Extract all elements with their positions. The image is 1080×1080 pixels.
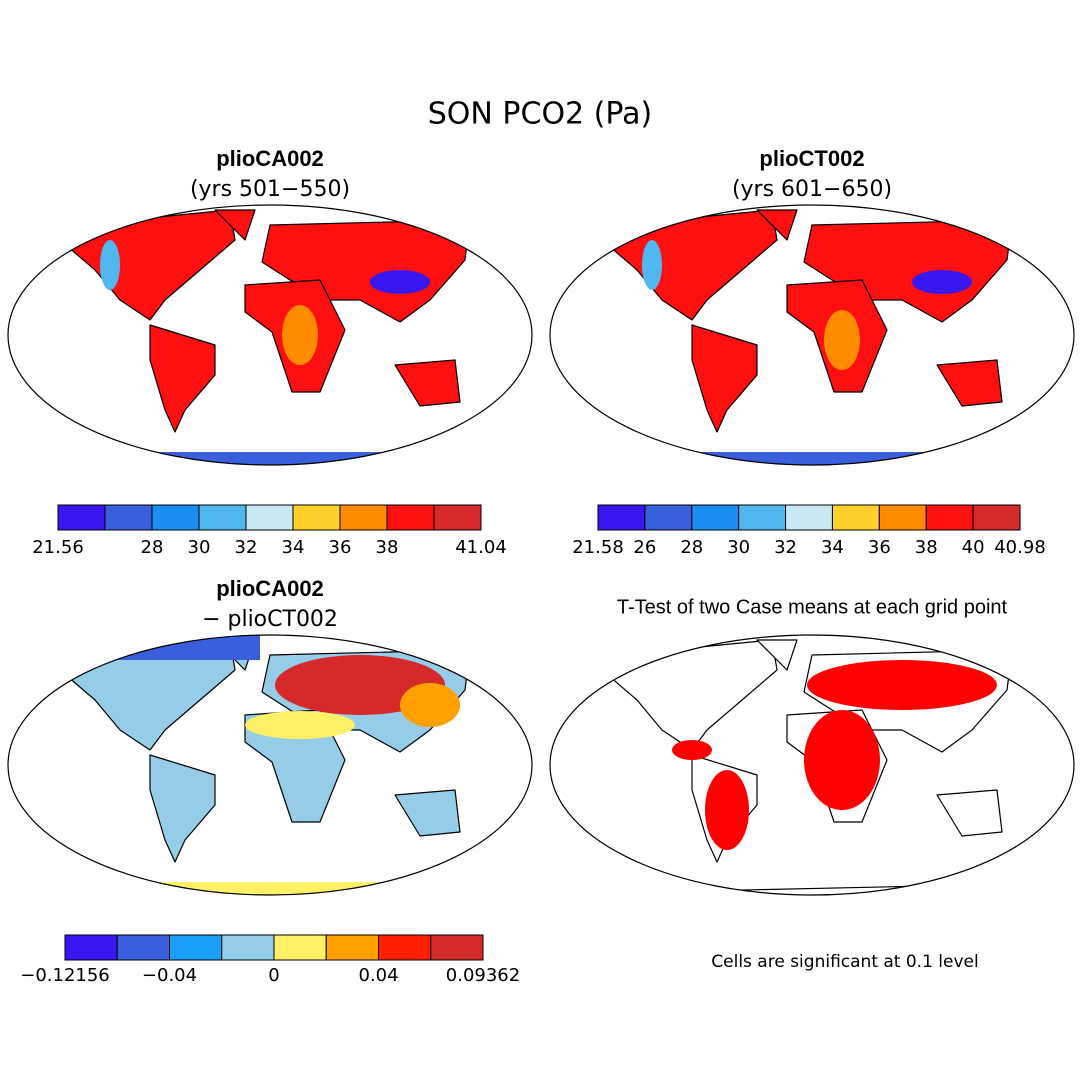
colorbar-swatch (221, 934, 275, 961)
colorbar-label: 0 (268, 965, 279, 986)
panel-subtitle: − plioCT002 (202, 607, 338, 632)
figure-title: SON PCO2 (Pa) (428, 97, 652, 132)
colorbar-swatch (198, 504, 247, 531)
colorbar-label: 28 (141, 537, 164, 558)
colorbar-swatch (972, 504, 1021, 531)
colorbar-swatch (325, 934, 379, 961)
colorbar-swatch (57, 504, 106, 531)
colorbar-label: 32 (235, 537, 258, 558)
colorbar-swatch (831, 504, 880, 531)
colorbar-label: −0.12156 (20, 965, 110, 986)
colorbar-swatch (378, 934, 432, 961)
panel-subtitle: (yrs 601−650) (732, 177, 892, 202)
colorbar-swatch (430, 934, 484, 961)
colorbar-label: 36 (868, 537, 891, 558)
colorbar-label: 30 (188, 537, 211, 558)
panel-note: Cells are significant at 0.1 level (711, 952, 978, 972)
colorbar-label: 34 (282, 537, 305, 558)
colorbar-label: 38 (915, 537, 938, 558)
colorbar-swatch (878, 504, 927, 531)
colorbar-swatch (151, 504, 200, 531)
colorbar-swatch (433, 504, 482, 531)
colorbar-label: 32 (774, 537, 797, 558)
colorbar-swatch (597, 504, 646, 531)
map-panel (549, 204, 1075, 466)
panel-title: plioCT002 (759, 146, 864, 171)
colorbar-swatch (644, 504, 693, 531)
colorbar-label: 30 (727, 537, 750, 558)
colorbar-swatch (738, 504, 787, 531)
colorbar-label: 38 (376, 537, 399, 558)
map-panel (549, 634, 1075, 896)
colorbar-label: 0.04 (358, 965, 398, 986)
colorbar-swatch (245, 504, 294, 531)
colorbar-label: 41.04 (455, 537, 507, 558)
colorbar-swatch (386, 504, 435, 531)
colorbar-swatch (292, 504, 341, 531)
map-panel (7, 634, 533, 896)
colorbar-swatch (785, 504, 833, 531)
panel-title: T-Test of two Case means at each grid po… (617, 596, 1008, 618)
colorbar-swatch (925, 504, 974, 531)
colorbar-label: 36 (329, 537, 352, 558)
colorbar-label: 26 (633, 537, 656, 558)
colorbar-label: 40 (962, 537, 985, 558)
colorbar-label: 40.98 (994, 537, 1046, 558)
panel-subtitle: (yrs 501−550) (190, 177, 350, 202)
colorbar-label: 21.58 (572, 537, 624, 558)
panel-title: plioCA002 (216, 576, 324, 601)
colorbar-label: −0.04 (142, 965, 197, 986)
colorbar-swatch (691, 504, 740, 531)
colorbar-swatch (64, 934, 118, 961)
colorbar-swatch (104, 504, 153, 531)
colorbar-label: 34 (821, 537, 844, 558)
map-panel (7, 204, 533, 466)
panel-title: plioCA002 (216, 146, 324, 171)
colorbar-label: 28 (680, 537, 703, 558)
colorbar-label: 0.09362 (446, 965, 520, 986)
colorbar-swatch (169, 934, 223, 961)
colorbar-label: 21.56 (32, 537, 84, 558)
colorbar-swatch (273, 934, 327, 961)
colorbar-swatch (116, 934, 170, 961)
colorbar-swatch (339, 504, 388, 531)
